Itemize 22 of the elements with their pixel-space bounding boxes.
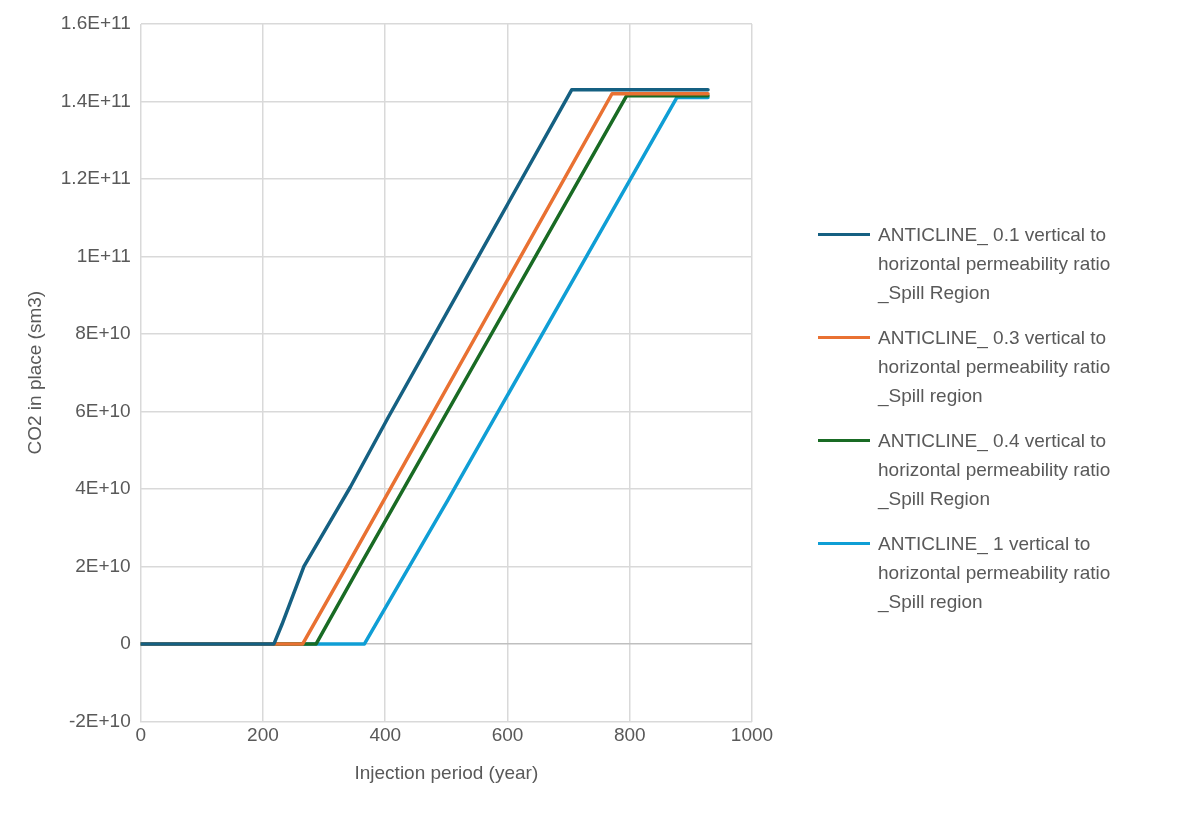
x-tick-label: 400 [369,724,402,746]
x-tick-label: 800 [613,724,646,746]
x-axis-title: Injection period (year) [354,761,539,783]
legend-label: ANTICLINE_ 0.1 vertical to horizontal permeability ratio _Spill Region [878,223,1112,306]
y-tick-label: 8E+10 [75,322,131,344]
legend-label: ANTICLINE_ 0.3 vertical to horizontal permeability ratio _Spill region [878,326,1112,409]
y-tick-label: 1E+11 [76,244,131,266]
legend-label: ANTICLINE_ 1 vertical to horizontal permeability ratio _Spill region [878,532,1112,615]
legend-label: ANTICLINE_ 0.4 vertical to horizontal permeability ratio _Spill Region [878,429,1112,512]
x-tick-label: 1000 [730,724,774,746]
y-tick-label: 1.6E+11 [60,12,131,34]
y-tick-label: 2E+10 [75,554,131,576]
x-tick-label: 600 [491,724,524,746]
x-tick-label: 200 [247,724,279,746]
y-tick-label: 1.2E+11 [60,167,131,189]
y-tick-label: 1.4E+11 [60,89,131,111]
y-tick-label: -2E+10 [68,709,131,731]
y-tick-label: 6E+10 [75,399,131,421]
x-tick-label: 0 [135,724,146,746]
y-axis-title: CO2 in place (sm3) [23,290,45,455]
y-tick-label: 0 [120,632,131,654]
y-tick-label: 4E+10 [75,477,131,499]
